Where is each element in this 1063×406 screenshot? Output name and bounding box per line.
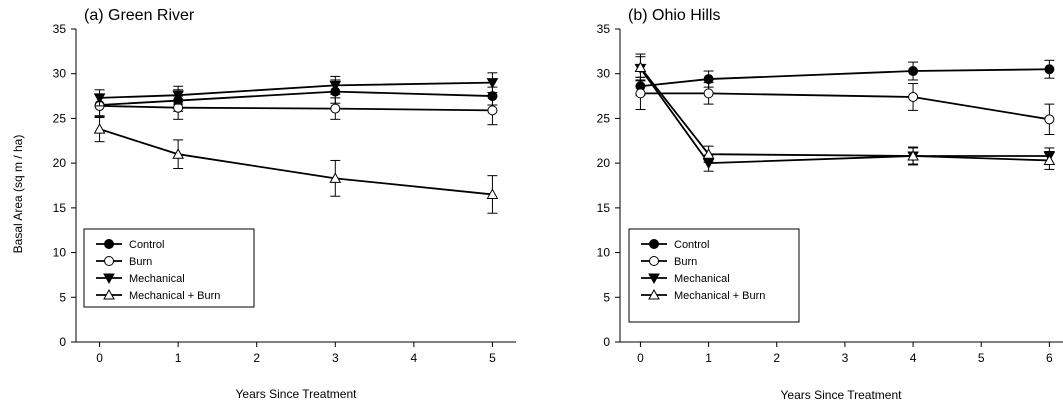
y-tick-label: 35 xyxy=(53,22,67,36)
legend-label: Mechanical xyxy=(129,273,185,285)
legend: Control Burn Mechanical Mechanical + Burn xyxy=(628,228,800,323)
data-point xyxy=(172,90,184,102)
x-tick-label: 3 xyxy=(842,351,849,365)
data-point xyxy=(93,123,106,134)
legend-marker xyxy=(649,239,659,249)
x-tick-label: 3 xyxy=(332,351,339,365)
x-tick-label: 4 xyxy=(910,351,917,365)
x-tick-label: 2 xyxy=(253,351,260,365)
legend-item-mechanical-burn: Mechanical + Burn xyxy=(96,288,220,302)
y-tick-label: 25 xyxy=(53,111,67,125)
series-line xyxy=(99,105,493,112)
data-point xyxy=(703,88,714,99)
data-point xyxy=(330,103,341,114)
data-point xyxy=(329,172,342,183)
x-axis-label: Years Since Treatment xyxy=(236,387,358,401)
data-point xyxy=(702,148,715,159)
data-point xyxy=(908,91,919,102)
series-mechanical-burn xyxy=(93,116,499,214)
y-tick-label: 20 xyxy=(597,156,611,170)
y-tick-label: 5 xyxy=(603,290,610,304)
y-tick-label: 0 xyxy=(59,335,66,349)
y-tick-label: 5 xyxy=(59,290,66,304)
y-tick-label: 35 xyxy=(597,22,611,36)
legend-marker xyxy=(648,288,660,300)
data-point xyxy=(1044,114,1055,125)
y-tick-label: 15 xyxy=(597,201,611,215)
data-point xyxy=(172,148,184,159)
legend-label: Mechanical + Burn xyxy=(674,290,765,302)
data-point xyxy=(486,78,499,89)
x-tick-label: 0 xyxy=(96,351,103,365)
legend-marker xyxy=(104,239,114,249)
x-tick-label: 6 xyxy=(1046,351,1053,365)
panel-ohio-hills: (b) Ohio Hills 0 5 10 15 20 25 30 35 0 1 2 3 4 5 6 Years… xyxy=(597,7,1063,402)
panel-green-river: (a) Green River 0 5 10 15 20 25 30 35 0 1 2 3 4 5 Years… xyxy=(53,7,516,401)
series-line xyxy=(639,66,1050,162)
data-point xyxy=(908,66,919,77)
series-mechanical xyxy=(93,72,499,107)
legend-marker xyxy=(104,256,114,266)
series-line xyxy=(99,128,493,196)
data-point xyxy=(487,105,498,116)
chart-title: (b) Ohio Hills xyxy=(628,7,720,24)
y-tick-label: 10 xyxy=(53,246,67,260)
legend-label: Burn xyxy=(129,256,152,268)
y-tick-label: 0 xyxy=(603,335,610,349)
data-point xyxy=(486,188,499,199)
legend-marker xyxy=(648,273,660,285)
series-burn xyxy=(635,76,1055,136)
y-tick-label: 10 xyxy=(597,246,611,260)
legend-label: Mechanical xyxy=(674,273,730,285)
x-tick-label: 2 xyxy=(773,351,780,365)
data-point xyxy=(329,80,342,92)
x-tick-label: 0 xyxy=(637,351,644,365)
legend-marker xyxy=(103,288,115,300)
data-point xyxy=(635,88,646,99)
x-axis-label: Years Since Treatment xyxy=(781,388,903,402)
series-mechanical-burn xyxy=(634,53,1056,170)
data-point xyxy=(907,149,919,161)
x-tick-label: 1 xyxy=(705,351,712,365)
legend-label: Control xyxy=(674,239,709,251)
x-tick-label: 1 xyxy=(175,351,182,365)
legend-label: Burn xyxy=(674,256,697,268)
legend-item-burn: Burn xyxy=(96,256,152,268)
y-tick-label: 30 xyxy=(53,67,67,81)
series-control xyxy=(635,59,1055,96)
series-line xyxy=(99,90,493,106)
legend: Control Burn Mechanical Mechanical + Burn xyxy=(83,228,255,308)
x-tick-label: 4 xyxy=(411,351,418,365)
x-tick-label: 5 xyxy=(978,351,985,365)
legend-item-mechanical: Mechanical xyxy=(641,273,730,285)
y-tick-label: 25 xyxy=(597,111,611,125)
chart-title: (a) Green River xyxy=(84,7,195,24)
legend-item-control: Control xyxy=(96,239,164,251)
legend-item-mechanical: Mechanical xyxy=(96,273,185,285)
legend-item-burn: Burn xyxy=(641,256,697,268)
data-point xyxy=(1043,154,1056,165)
series-line xyxy=(99,81,493,99)
series-line xyxy=(640,68,1050,88)
y-tick-label: 30 xyxy=(597,67,611,81)
x-tick-label: 5 xyxy=(489,351,496,365)
legend-label: Mechanical + Burn xyxy=(129,290,220,302)
data-point xyxy=(1044,64,1055,75)
legend-marker xyxy=(103,273,115,285)
data-point xyxy=(93,93,106,104)
y-tick-label: 15 xyxy=(53,201,67,215)
legend-marker xyxy=(649,256,659,266)
data-point xyxy=(634,61,647,72)
legend-item-mechanical-burn: Mechanical + Burn xyxy=(641,288,765,302)
series-line xyxy=(639,67,1050,165)
series-line xyxy=(640,92,1050,121)
y-axis-label: Basal Area (sq m / ha) xyxy=(11,135,25,254)
y-tick-label: 20 xyxy=(53,156,67,170)
series-burn xyxy=(94,93,498,126)
legend-label: Control xyxy=(129,239,164,251)
legend-item-control: Control xyxy=(641,239,709,251)
